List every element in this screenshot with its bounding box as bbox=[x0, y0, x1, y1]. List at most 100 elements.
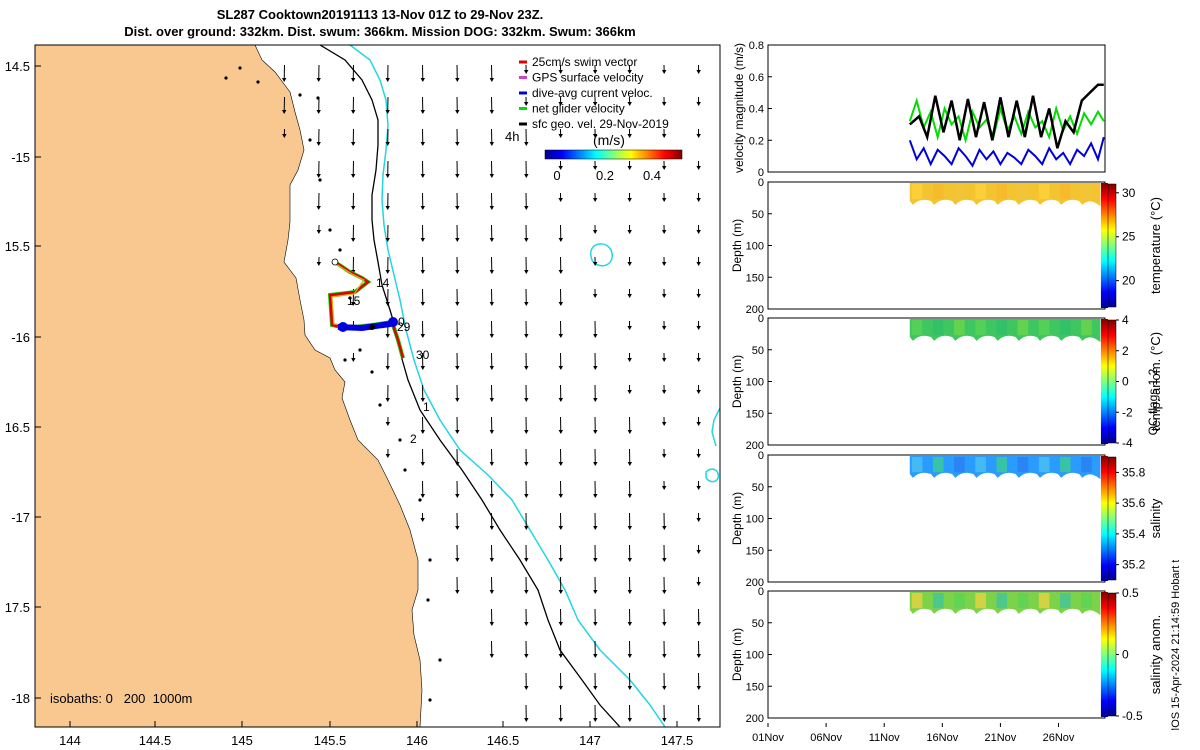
heatmap-axes bbox=[767, 454, 1106, 583]
current-arrow-head bbox=[385, 453, 391, 458]
current-arrow-head bbox=[489, 557, 495, 562]
current-arrow-head bbox=[455, 333, 460, 338]
current-arrow-head bbox=[696, 453, 701, 458]
heatmap-patch bbox=[954, 320, 965, 336]
heatmap-patch bbox=[996, 184, 1008, 200]
legend-label: sfc geo. vel. 29-Nov-2019 bbox=[532, 117, 669, 131]
surface-current-arrows bbox=[281, 64, 702, 722]
date-tick-label: 11Nov bbox=[869, 732, 900, 744]
current-arrow-head bbox=[524, 685, 529, 690]
colorbar-tick-label: -2 bbox=[1122, 405, 1133, 419]
colorbar-tick-label: 0.5 bbox=[1122, 586, 1139, 600]
current-arrow-head bbox=[627, 197, 632, 202]
heatmap-colorbar bbox=[1107, 456, 1117, 581]
current-arrow-head bbox=[385, 333, 390, 338]
current-arrow-head bbox=[455, 269, 460, 274]
copyright-notice: © IMOS 15-Apr-2024 21:14:59 Hobart time. bbox=[1170, 560, 1182, 730]
current-arrow-head bbox=[523, 69, 529, 74]
current-arrow-head bbox=[385, 397, 390, 402]
reef-dot bbox=[438, 658, 442, 662]
colorbar-tick-label: 30 bbox=[1122, 186, 1136, 200]
day-label-15: 15 bbox=[347, 294, 361, 308]
reef-dot bbox=[403, 468, 407, 472]
current-arrow-head bbox=[696, 389, 701, 394]
current-arrow-head bbox=[455, 397, 460, 402]
heatmap-patch bbox=[975, 184, 986, 200]
current-arrow-head bbox=[661, 421, 667, 426]
heatmap-patch bbox=[932, 184, 944, 200]
current-arrow-head bbox=[420, 141, 426, 146]
current-arrow-head bbox=[558, 133, 563, 138]
current-arrow-head bbox=[558, 493, 564, 498]
depth-tick-label: 150 bbox=[746, 272, 764, 284]
colorbar-tick-label: 25 bbox=[1122, 230, 1136, 244]
current-arrow-head bbox=[350, 173, 356, 178]
current-arrow-head bbox=[627, 429, 633, 434]
current-arrow-head bbox=[558, 365, 564, 370]
depth-tick-label: 100 bbox=[746, 377, 764, 389]
current-arrow-head bbox=[385, 269, 390, 274]
depth-tick-label: 0 bbox=[758, 313, 764, 325]
isobath-label: isobaths: 0 200 1000m bbox=[50, 691, 192, 706]
current-arrow-head bbox=[489, 493, 495, 498]
current-arrow-head bbox=[524, 621, 529, 626]
current-arrow-head bbox=[661, 261, 667, 266]
current-arrow-head bbox=[455, 77, 460, 82]
current-arrow-head bbox=[592, 197, 598, 202]
current-arrow-head bbox=[592, 101, 598, 106]
depth-axis-label: Depth (m) bbox=[730, 219, 744, 272]
current-arrow-head bbox=[455, 205, 460, 210]
velocity-ylabel: velocity magnitude (m/s) bbox=[732, 43, 746, 173]
heatmap-patch bbox=[1017, 593, 1029, 609]
depth-tick-label: 100 bbox=[746, 514, 764, 526]
current-arrow-head bbox=[350, 109, 356, 114]
velocity-tick-label: 0.2 bbox=[749, 135, 764, 147]
heatmap-patch bbox=[1017, 457, 1029, 473]
current-arrow-head bbox=[696, 421, 701, 426]
heatmap-patch bbox=[1081, 593, 1092, 609]
current-arrow-head bbox=[524, 365, 529, 370]
current-arrow-head bbox=[524, 237, 529, 242]
current-arrow-head bbox=[627, 589, 633, 594]
current-arrow-head bbox=[593, 717, 598, 722]
velocity-panel: 0 0.2 0.4 0.6 0.8 velocity magnitude (m/s) bbox=[732, 40, 1106, 179]
depth-tick-label: 50 bbox=[752, 209, 764, 221]
current-arrow-head bbox=[524, 717, 529, 722]
lat-tick-label: -16 bbox=[11, 330, 30, 345]
depth-tick-label: 100 bbox=[746, 650, 764, 662]
current-arrow-head bbox=[558, 429, 564, 434]
current-arrow-head bbox=[558, 589, 564, 594]
current-arrow-head bbox=[558, 461, 564, 466]
current-arrow-head bbox=[558, 621, 564, 626]
current-arrow-head bbox=[558, 101, 563, 106]
current-arrow-head bbox=[627, 101, 632, 106]
current-arrow-head bbox=[661, 453, 667, 458]
day-label-2: 2 bbox=[410, 432, 417, 446]
heatmap-patch bbox=[911, 184, 923, 200]
lon-tick-label: 147.5 bbox=[661, 733, 694, 748]
current-arrow-head bbox=[661, 357, 667, 362]
current-arrow-head bbox=[385, 141, 390, 146]
heatmap-axes bbox=[767, 181, 1106, 310]
reef-dot bbox=[358, 348, 362, 352]
current-arrow-head bbox=[661, 229, 667, 234]
colorbar-tick-label: 4 bbox=[1122, 313, 1129, 327]
current-arrow-head bbox=[592, 133, 598, 138]
current-arrow-head bbox=[455, 141, 460, 146]
current-arrow-head bbox=[524, 173, 529, 178]
current-arrow-head bbox=[627, 261, 632, 266]
current-arrow-head bbox=[385, 109, 390, 114]
current-arrow-head bbox=[524, 301, 529, 306]
reef-dot bbox=[343, 358, 347, 362]
current-arrow-head bbox=[455, 301, 460, 306]
current-arrow-head bbox=[455, 109, 460, 114]
current-arrow-head bbox=[592, 261, 598, 266]
current-arrow-head bbox=[627, 557, 633, 562]
current-arrow-head bbox=[420, 517, 425, 522]
current-arrow-head bbox=[489, 589, 495, 594]
map-axes-frame bbox=[34, 44, 721, 728]
reef-dot bbox=[224, 76, 228, 80]
figure-title-line1: SL287 Cooktown20191113 13-Nov 01Z to 29-… bbox=[216, 7, 544, 22]
current-arrow-head bbox=[627, 653, 633, 658]
heatmap-patch bbox=[1017, 320, 1029, 336]
